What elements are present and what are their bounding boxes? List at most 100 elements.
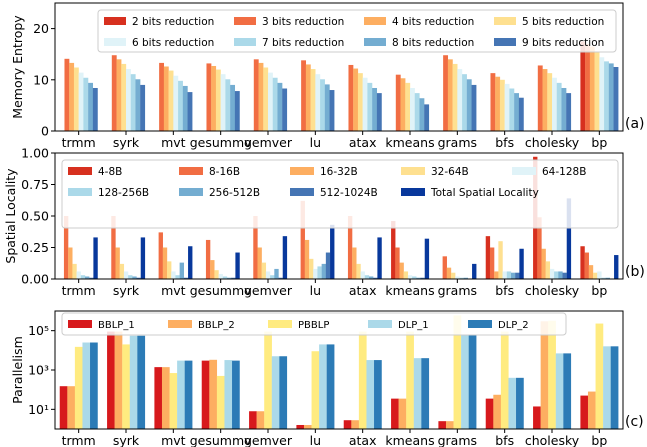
y-tick-label: 20 xyxy=(33,21,49,36)
x-tick-label-mvt: mvt xyxy=(161,135,186,150)
bar-kmeans-s1 xyxy=(391,221,396,279)
bar-lu-s1 xyxy=(296,424,305,429)
bar-lu-s2 xyxy=(300,200,305,279)
legend-label: 128-256B xyxy=(98,187,149,199)
legend-swatch xyxy=(468,320,492,328)
x-tick-label-mvt: mvt xyxy=(161,433,186,447)
bar-cholesky-s2 xyxy=(537,217,542,279)
bar-gemver-s4 xyxy=(261,262,267,279)
legend-swatch xyxy=(401,188,425,196)
x-tick-label-bp: bp xyxy=(591,135,607,150)
bar-mvt-s6 xyxy=(178,80,183,131)
legend-label: 64-128B xyxy=(542,166,586,178)
bar-gesummv-s3 xyxy=(211,65,217,131)
bar-cholesky-s2 xyxy=(540,321,549,429)
y-tick-label: 10⁵ xyxy=(28,323,49,338)
bar-gesummv-s1 xyxy=(201,360,210,429)
bar-lu-s6 xyxy=(317,266,322,279)
bar-trmm-s1 xyxy=(59,386,68,429)
bar-bp-s4 xyxy=(593,272,598,279)
bar-trmm-s3 xyxy=(74,346,83,429)
bar-bp-s3 xyxy=(595,323,604,429)
legend-label: 4-8B xyxy=(98,166,122,178)
bar-gesummv-s4 xyxy=(215,69,221,131)
legend-label: 256-512B xyxy=(209,187,260,199)
bar-mvt-s5 xyxy=(184,360,193,429)
panel-label: (c) xyxy=(625,414,644,430)
y-tick-label: 10³ xyxy=(28,363,49,378)
bar-mvt-s6 xyxy=(175,275,180,279)
bar-atax-s7 xyxy=(368,276,374,279)
x-tick-label-bp: bp xyxy=(591,433,607,447)
bar-cholesky-s4 xyxy=(545,261,551,279)
bar-mvt-s4 xyxy=(167,261,172,279)
bar-syrk-s8 xyxy=(136,277,141,279)
bar-trmm-s5 xyxy=(90,342,98,429)
bar-atax-s3 xyxy=(353,68,359,131)
bar-bp-s2 xyxy=(584,252,589,279)
legend-swatch xyxy=(290,167,314,175)
bar-syrk-s5 xyxy=(126,69,131,131)
legend-swatch xyxy=(234,38,256,46)
bar-lu-s7 xyxy=(324,84,330,131)
bar-grams-s1 xyxy=(438,421,447,429)
legend-label: PBBLP xyxy=(298,320,329,331)
bar-mvt-s5 xyxy=(171,271,176,279)
bar-cholesky-s6 xyxy=(556,82,562,131)
bar-bfs-s4 xyxy=(498,241,503,279)
bar-atax-s3 xyxy=(358,331,367,429)
bar-bp-s5 xyxy=(599,57,605,131)
bar-cholesky-s8 xyxy=(562,272,567,279)
bar-gemver-s6 xyxy=(272,77,278,131)
bar-trmm-s5 xyxy=(78,72,84,131)
legend-swatch xyxy=(179,167,203,175)
bar-cholesky-s3 xyxy=(548,320,556,429)
legend-box xyxy=(61,159,619,229)
bar-lu-s4 xyxy=(309,258,314,279)
bar-gemver-s5 xyxy=(279,356,288,429)
bar-cholesky-s7 xyxy=(561,87,567,131)
bar-atax-s2 xyxy=(347,216,353,279)
bar-mvt-s9 xyxy=(188,246,193,279)
bar-bfs-s4 xyxy=(508,377,517,429)
legend-swatch xyxy=(512,167,536,175)
bar-gesummv-s3 xyxy=(210,260,215,279)
bar-kmeans-s4 xyxy=(413,358,422,429)
bar-syrk-s5 xyxy=(137,335,146,429)
bar-kmeans-s2 xyxy=(398,398,407,429)
x-tick-label-mvt: mvt xyxy=(161,283,186,298)
bar-mvt-s4 xyxy=(168,70,174,131)
bar-gesummv-s6 xyxy=(225,79,231,131)
bar-bp-s6 xyxy=(601,277,606,279)
bar-mvt-s3 xyxy=(162,247,168,279)
bar-lu-s4 xyxy=(319,344,327,429)
bar-syrk-s9 xyxy=(140,237,146,279)
bar-trmm-s9 xyxy=(93,237,98,279)
bar-gemver-s3 xyxy=(257,247,262,279)
bar-bp-s4 xyxy=(594,51,600,131)
bar-syrk-s4 xyxy=(121,63,127,131)
y-tick-label: 1.00 xyxy=(21,146,49,161)
legend-swatch xyxy=(68,167,92,175)
bar-mvt-s5 xyxy=(173,75,179,131)
bar-kmeans-s7 xyxy=(419,98,425,131)
legend-label: DLP_1 xyxy=(398,320,429,331)
x-tick-label-kmeans: kmeans xyxy=(385,433,434,447)
bar-atax-s5 xyxy=(374,360,382,429)
bar-gesummv-s2 xyxy=(209,359,218,429)
legend-swatch xyxy=(68,188,92,196)
bar-grams-s3 xyxy=(447,59,453,131)
bar-atax-s8 xyxy=(376,93,382,131)
bar-bfs-s6 xyxy=(506,271,512,279)
bar-syrk-s2 xyxy=(111,216,116,279)
bar-bfs-s2 xyxy=(490,73,496,131)
bar-trmm-s4 xyxy=(82,342,91,429)
bar-trmm-s2 xyxy=(64,58,70,132)
bar-lu-s5 xyxy=(315,74,321,131)
bar-lu-s5 xyxy=(313,268,318,279)
bar-trmm-s3 xyxy=(69,62,75,131)
x-tick-label-bp: bp xyxy=(591,283,607,298)
legend-label: 5 bits reduction xyxy=(522,16,604,28)
x-tick-label-gemver: gemver xyxy=(244,283,293,298)
bar-gesummv-s5 xyxy=(232,360,240,429)
